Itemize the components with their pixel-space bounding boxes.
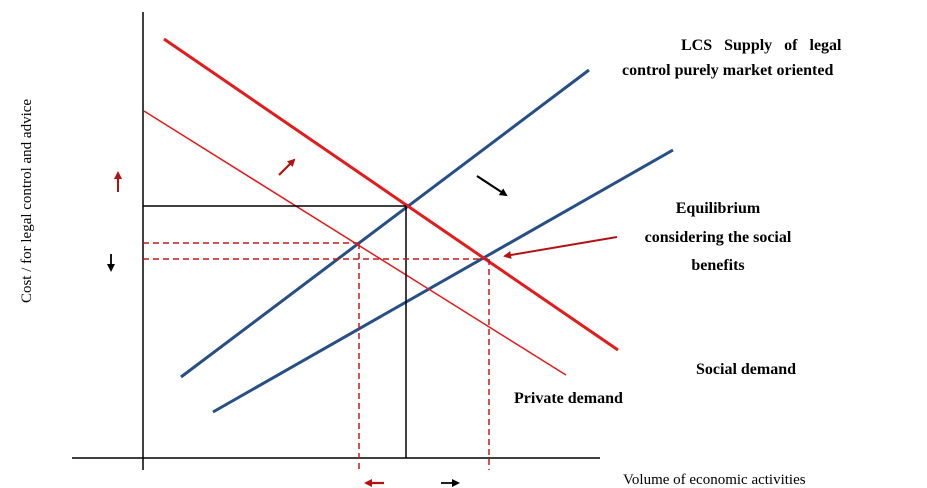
lcs-supply-label-line2: control purely market oriented (622, 62, 833, 79)
equilibrium-pointer-arrow-icon (503, 236, 618, 259)
demand-shift-arrow-icon (278, 158, 296, 176)
equilibrium-label-line1: Equilibrium (676, 200, 761, 217)
supply-shift-arrow-icon (476, 175, 508, 197)
x-axis-label: Volume of economic activities (623, 472, 806, 488)
social-demand-label: Social demand (696, 361, 796, 378)
lcs-supply-label-line1: LCS Supply of legal (681, 37, 842, 54)
supply-curve-social (212, 148, 674, 414)
equilibrium-label-line3: benefits (691, 257, 744, 274)
private-demand-label: Private demand (514, 390, 623, 407)
y-axis-label: Cost / for legal control and advice (19, 99, 35, 303)
equilibrium-label-line2: considering the social (645, 229, 792, 246)
social-demand-curve (163, 37, 619, 352)
supply-curve-market (180, 68, 590, 379)
